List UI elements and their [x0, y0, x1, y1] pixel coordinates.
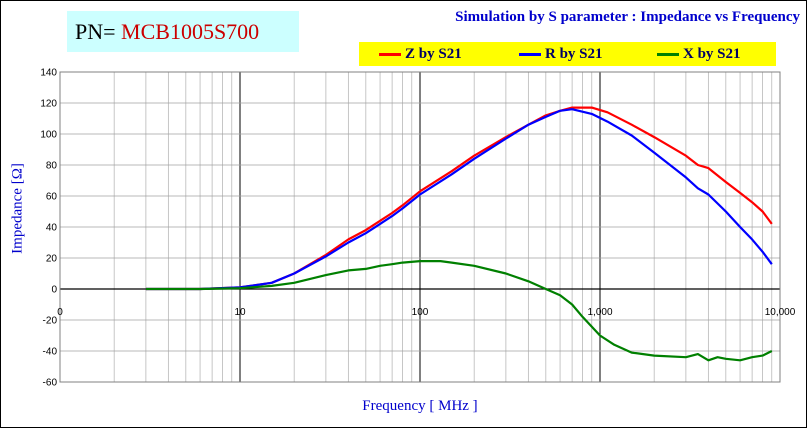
part-number-value: MCB1005S700: [121, 19, 260, 44]
y-tick-label: -40: [43, 347, 58, 358]
y-tick-label: 60: [46, 192, 58, 203]
y-tick-label: 0: [51, 285, 57, 296]
legend-swatch-z: [379, 53, 401, 56]
plot-border: [59, 71, 781, 383]
y-tick-label: 120: [40, 99, 57, 110]
chart-title: Simulation by S parameter : Impedance vs…: [455, 9, 800, 25]
y-tick-label: 140: [40, 68, 57, 79]
y-tick-label: 20: [46, 254, 58, 265]
y-tick-label: -20: [43, 316, 58, 327]
legend-label-x: X by S21: [683, 46, 741, 62]
legend-label-r: R by S21: [545, 46, 603, 62]
series-line-x: [145, 260, 773, 362]
x-tick-label: 10: [234, 307, 246, 318]
series-line-r: [145, 108, 773, 291]
y-tick-label: 100: [40, 130, 57, 141]
x-tick-label: 100: [412, 307, 429, 318]
y-tick-label: 80: [46, 161, 58, 172]
legend-label-z: Z by S21: [405, 46, 462, 62]
x-axis-label: Frequency [ MHz ]: [362, 398, 478, 414]
part-number-box: PN= MCB1005S700: [67, 11, 299, 52]
x-tick-label: 0: [57, 307, 63, 318]
y-tick-label: -60: [43, 378, 58, 389]
x-tick-label: 1,000: [587, 307, 612, 318]
x-tick-label: 10,000: [765, 307, 796, 318]
part-number-label: PN=: [75, 19, 122, 44]
legend-swatch-x: [657, 53, 679, 56]
legend: Z by S21 R by S21 X by S21: [359, 42, 776, 66]
y-tick-label: 40: [46, 223, 58, 234]
legend-swatch-r: [519, 53, 541, 56]
